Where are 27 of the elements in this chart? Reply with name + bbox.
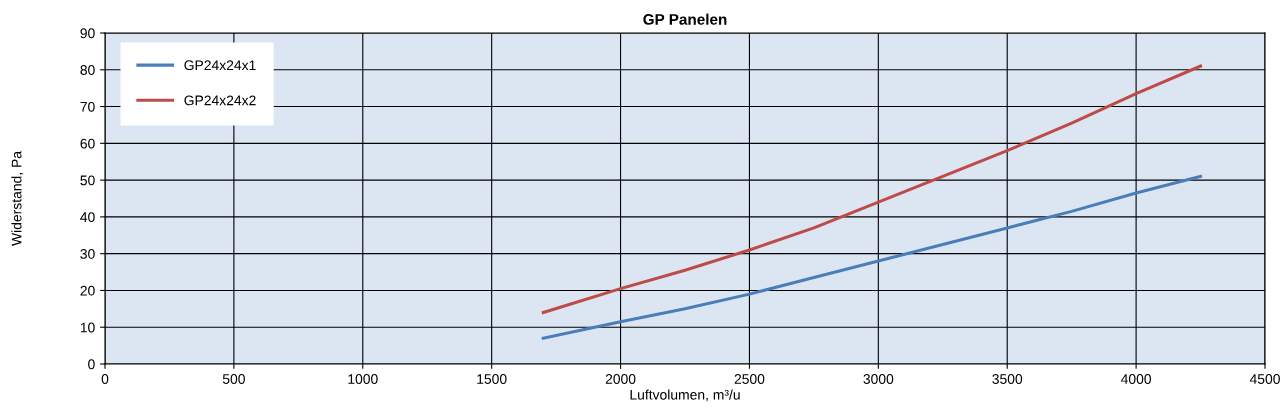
line-series [541, 64, 1203, 315]
y-tick-label: 20 [80, 285, 95, 296]
legend-label: GP24x24x1 [184, 60, 256, 71]
chart-title: GP Panelen [643, 13, 727, 25]
y-axis-title: Widerstand, Pa [11, 151, 24, 246]
y-tick-label: 80 [80, 65, 95, 75]
x-tick-label: 1000 [348, 374, 378, 384]
y-tick-label: 90 [80, 28, 95, 39]
y-tick-label: 0 [88, 359, 95, 370]
x-tick-label: 3500 [992, 374, 1023, 384]
x-tick-label: 0 [101, 374, 109, 384]
line-series [541, 174, 1203, 340]
x-tick-label: 4500 [1249, 374, 1280, 384]
x-axis-title: Luftvolumen, m³/u [630, 389, 740, 402]
y-tick-label: 10 [80, 322, 95, 333]
legend-label: GP24x24x2 [184, 95, 256, 106]
x-tick-label: 3000 [863, 374, 894, 384]
y-tick-label: 40 [80, 212, 95, 223]
y-tick-label: 50 [80, 175, 95, 186]
x-tick-label: 2000 [605, 374, 636, 384]
y-tick-label: 70 [80, 101, 95, 112]
x-tick-label: 1500 [477, 374, 507, 384]
x-tick-label: 2500 [734, 374, 765, 384]
y-tick-label: 60 [80, 138, 95, 149]
x-tick-label: 500 [222, 374, 245, 384]
x-tick-label: 4000 [1120, 374, 1152, 384]
y-tick-label: 30 [80, 249, 95, 259]
